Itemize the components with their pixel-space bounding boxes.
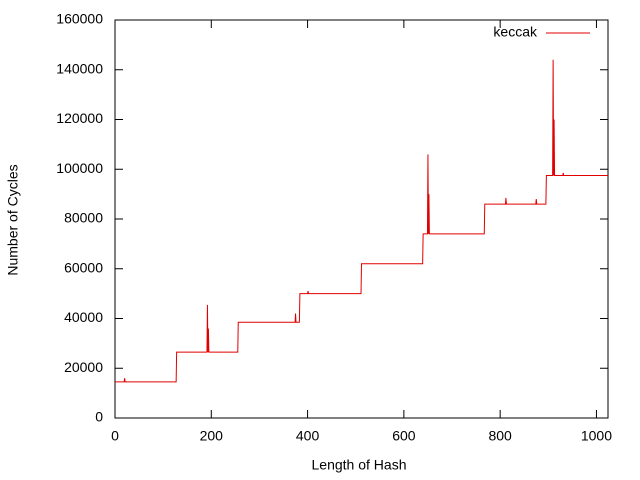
y-tick-label: 80000: [64, 210, 103, 226]
y-tick-label: 120000: [56, 110, 103, 126]
x-tick-label: 800: [488, 428, 512, 444]
x-tick-label: 1000: [581, 428, 612, 444]
x-tick-label: 0: [111, 428, 119, 444]
y-tick-label: 40000: [64, 309, 103, 325]
x-tick-label: 600: [392, 428, 416, 444]
y-tick-label: 0: [95, 409, 103, 425]
y-tick-label: 160000: [56, 11, 103, 27]
x-axis-label: Length of Hash: [312, 457, 407, 473]
data-line: [115, 59, 608, 383]
y-tick-label: 60000: [64, 259, 103, 275]
y-axis-label: Number of Cycles: [5, 164, 21, 275]
x-tick-label: 400: [296, 428, 320, 444]
plot-border: [114, 19, 609, 419]
legend-label: keccak: [493, 24, 538, 40]
y-tick-label: 20000: [64, 359, 103, 375]
x-tick-label: 200: [200, 428, 224, 444]
y-tick-label: 140000: [56, 60, 103, 76]
y-tick-label: 100000: [56, 160, 103, 176]
